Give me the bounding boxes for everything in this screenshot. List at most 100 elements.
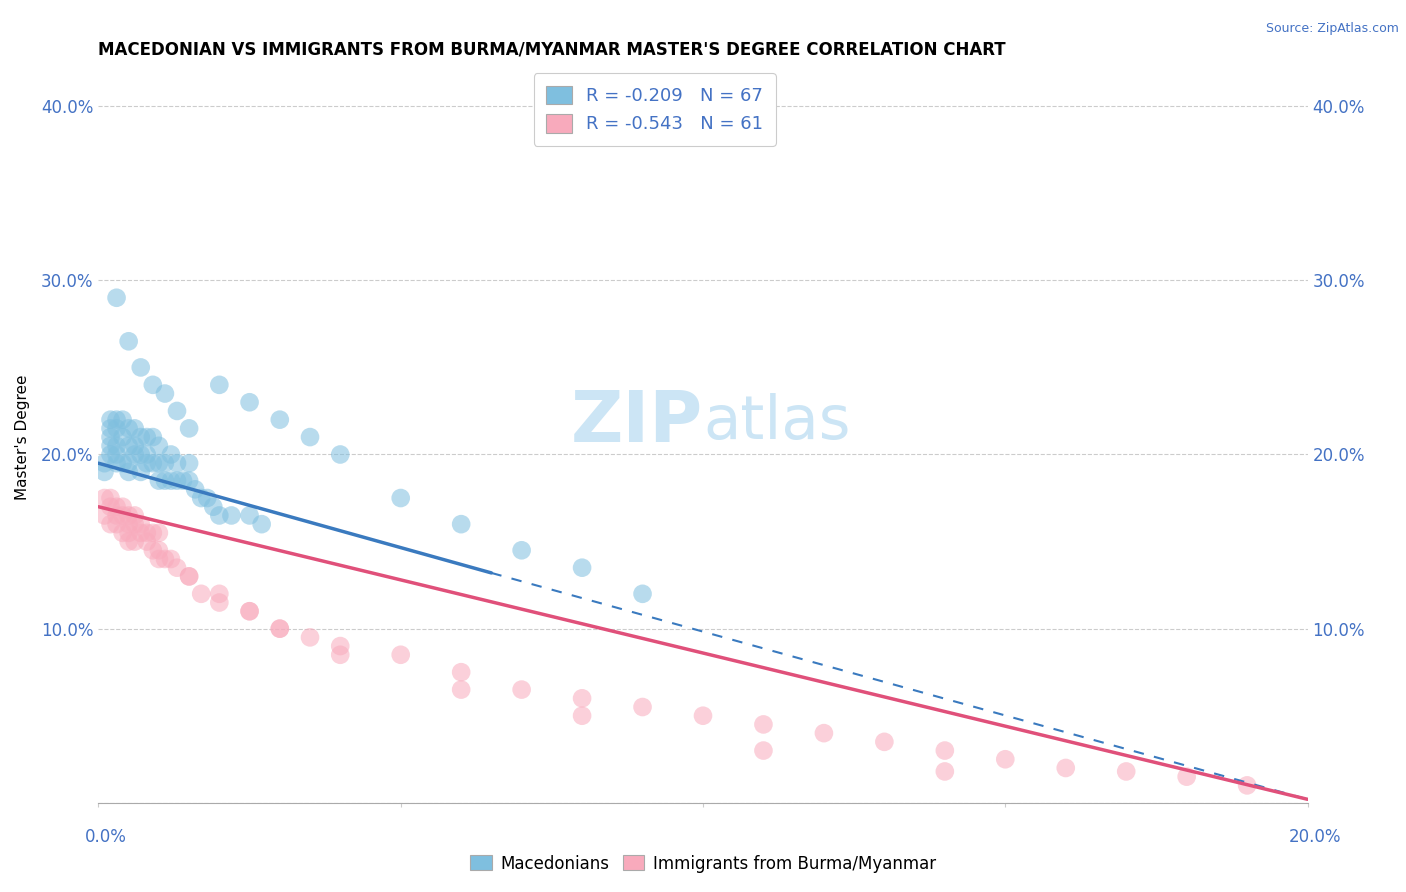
Point [1236, 778, 1258, 792]
Point [153, 474, 176, 488]
Point [571, 560, 593, 574]
Point [329, 448, 352, 462]
Point [389, 648, 412, 662]
Point [135, 448, 157, 462]
Point [118, 465, 141, 479]
Point [124, 508, 146, 523]
Point [124, 534, 146, 549]
Point [179, 421, 201, 435]
Point [100, 491, 122, 505]
Point [105, 412, 128, 426]
Point [135, 525, 157, 540]
Point [111, 500, 134, 514]
Point [239, 508, 262, 523]
Point [124, 448, 146, 462]
Point [692, 708, 714, 723]
Point [166, 456, 188, 470]
Point [111, 508, 134, 523]
Text: 0.0%: 0.0% [84, 828, 127, 846]
Point [105, 508, 128, 523]
Point [105, 291, 128, 305]
Point [510, 543, 533, 558]
Point [100, 439, 122, 453]
Point [135, 534, 157, 549]
Point [269, 622, 291, 636]
Point [153, 456, 176, 470]
Point [124, 517, 146, 532]
Point [389, 491, 412, 505]
Point [118, 525, 141, 540]
Point [1115, 764, 1137, 779]
Point [118, 439, 141, 453]
Point [118, 534, 141, 549]
Point [160, 448, 183, 462]
Point [118, 508, 141, 523]
Point [172, 474, 194, 488]
Point [93, 508, 115, 523]
Point [450, 682, 472, 697]
Point [299, 631, 322, 645]
Point [934, 743, 956, 757]
Point [450, 517, 472, 532]
Point [148, 439, 170, 453]
Point [105, 439, 128, 453]
Point [100, 412, 122, 426]
Point [813, 726, 835, 740]
Point [239, 395, 262, 409]
Point [160, 552, 183, 566]
Point [190, 491, 212, 505]
Point [329, 648, 352, 662]
Point [118, 517, 141, 532]
Point [129, 360, 152, 375]
Point [129, 465, 152, 479]
Point [100, 517, 122, 532]
Point [124, 439, 146, 453]
Point [1054, 761, 1077, 775]
Point [129, 525, 152, 540]
Point [142, 525, 165, 540]
Point [142, 430, 165, 444]
Point [221, 508, 243, 523]
Point [873, 735, 896, 749]
Point [148, 543, 170, 558]
Point [129, 430, 152, 444]
Point [100, 448, 122, 462]
Point [994, 752, 1017, 766]
Point [195, 491, 218, 505]
Point [208, 595, 231, 609]
Point [111, 430, 134, 444]
Y-axis label: Master's Degree: Master's Degree [15, 375, 30, 500]
Point [184, 483, 207, 497]
Text: MACEDONIAN VS IMMIGRANTS FROM BURMA/MYANMAR MASTER'S DEGREE CORRELATION CHART: MACEDONIAN VS IMMIGRANTS FROM BURMA/MYAN… [98, 41, 1007, 59]
Point [93, 465, 115, 479]
Point [148, 552, 170, 566]
Point [269, 622, 291, 636]
Point [631, 587, 654, 601]
Point [239, 604, 262, 618]
Point [135, 430, 157, 444]
Point [250, 517, 273, 532]
Point [450, 665, 472, 680]
Point [166, 404, 188, 418]
Point [118, 421, 141, 435]
Point [93, 491, 115, 505]
Point [105, 448, 128, 462]
Text: ZIP: ZIP [571, 388, 703, 457]
Point [299, 430, 322, 444]
Point [571, 691, 593, 706]
Point [190, 587, 212, 601]
Text: 20.0%: 20.0% [1288, 828, 1341, 846]
Point [179, 569, 201, 583]
Point [118, 334, 141, 349]
Legend: R = -0.209   N = 67, R = -0.543   N = 61: R = -0.209 N = 67, R = -0.543 N = 61 [534, 73, 776, 146]
Point [239, 604, 262, 618]
Point [329, 639, 352, 653]
Point [105, 421, 128, 435]
Point [631, 700, 654, 714]
Point [100, 421, 122, 435]
Point [111, 456, 134, 470]
Text: Source: ZipAtlas.com: Source: ZipAtlas.com [1265, 22, 1399, 36]
Point [166, 560, 188, 574]
Point [135, 456, 157, 470]
Point [111, 412, 134, 426]
